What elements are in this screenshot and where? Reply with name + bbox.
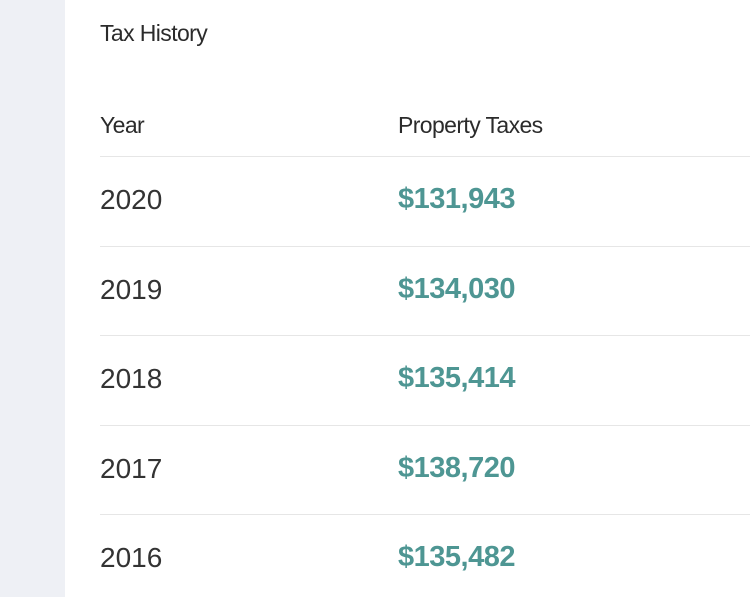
divider [100, 156, 750, 157]
column-header: Property Taxes [398, 112, 543, 138]
tax-cell: $131,943 [398, 183, 515, 215]
divider [100, 514, 750, 515]
panel [65, 0, 750, 597]
year-cell: 2018 [100, 363, 163, 394]
section-title: Tax History [100, 20, 208, 46]
divider [100, 246, 750, 247]
year-cell: 2020 [100, 184, 163, 215]
tax-cell: $135,414 [398, 362, 515, 394]
year-cell: 2016 [100, 542, 163, 573]
year-cell: 2017 [100, 452, 163, 484]
sidebar [0, 0, 65, 597]
divider [100, 425, 750, 426]
tax-cell: $134,030 [398, 272, 515, 305]
year-cell: 2019 [100, 273, 163, 305]
divider [100, 335, 750, 336]
column-header: Year [100, 112, 145, 138]
tax-cell: $135,482 [398, 541, 515, 573]
tax-cell: $138,720 [398, 451, 515, 484]
